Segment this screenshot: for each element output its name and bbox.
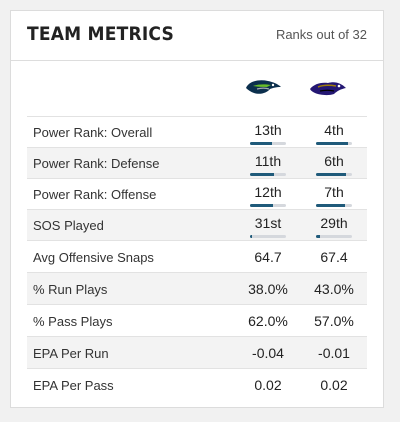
ravens-logo-icon xyxy=(310,82,346,96)
table-row: % Pass Plays 62.0% 57.0% xyxy=(27,304,367,336)
team-logos xyxy=(11,75,383,115)
rank-bar-fill xyxy=(250,173,275,176)
team2-value: -0.01 xyxy=(318,345,350,361)
team2-value: 0.02 xyxy=(320,377,348,393)
team1-value: -0.04 xyxy=(252,345,284,361)
rank-bar xyxy=(316,173,352,176)
rank-bar xyxy=(250,204,286,207)
rank-bar-fill xyxy=(316,235,321,238)
table-row: Power Rank: Offense 12th 7th xyxy=(27,178,367,209)
metric-label: EPA Per Run xyxy=(33,346,109,361)
team1-value: 12th xyxy=(254,184,282,200)
rank-bar-fill xyxy=(316,142,349,145)
table-row: EPA Per Run -0.04 -0.01 xyxy=(27,336,367,368)
metric-label: Power Rank: Offense xyxy=(33,187,157,202)
rank-bar xyxy=(316,204,352,207)
card-title: TEAM METRICS xyxy=(27,23,175,45)
metric-label: % Run Plays xyxy=(33,282,108,297)
team1-value: 38.0% xyxy=(248,281,288,297)
rank-bar-fill xyxy=(316,173,347,176)
metric-label: EPA Per Pass xyxy=(33,378,114,393)
metric-label: Power Rank: Defense xyxy=(33,156,160,171)
team1-value: 31st xyxy=(254,215,282,231)
seahawks-logo-icon xyxy=(246,80,281,94)
rank-bar xyxy=(316,142,352,145)
team2-value: 4th xyxy=(324,122,344,138)
card-header: TEAM METRICS Ranks out of 32 xyxy=(11,11,383,61)
rank-bar xyxy=(316,235,352,238)
team2-value: 67.4 xyxy=(320,249,348,265)
rank-bar-fill xyxy=(250,235,253,238)
team1-value: 64.7 xyxy=(254,249,282,265)
ranks-note: Ranks out of 32 xyxy=(275,27,367,42)
metric-label: Avg Offensive Snaps xyxy=(33,250,154,265)
team-metrics-card: TEAM METRICS Ranks out of 32 Power Rank:… xyxy=(10,10,384,408)
team2-value: 7th xyxy=(324,184,344,200)
rank-bar xyxy=(250,235,286,238)
metric-label: SOS Played xyxy=(33,218,104,233)
metrics-table: Power Rank: Overall 13th 4th Power Rank:… xyxy=(27,116,367,400)
rank-bar xyxy=(250,173,286,176)
team1-value: 11th xyxy=(254,153,282,169)
rank-bar-fill xyxy=(316,204,346,207)
table-row: Power Rank: Defense 11th 6th xyxy=(27,147,367,178)
metric-label: % Pass Plays xyxy=(33,314,113,329)
table-row: EPA Per Pass 0.02 0.02 xyxy=(27,368,367,400)
table-row: SOS Played 31st 29th xyxy=(27,209,367,240)
rank-bar-fill xyxy=(250,142,273,145)
team2-value: 29th xyxy=(320,215,348,231)
team1-value: 62.0% xyxy=(248,313,288,329)
rank-bar xyxy=(250,142,286,145)
table-row: Avg Offensive Snaps 64.7 67.4 xyxy=(27,240,367,272)
rank-bar-fill xyxy=(250,204,274,207)
metric-label: Power Rank: Overall xyxy=(33,125,153,140)
team2-value: 6th xyxy=(324,153,344,169)
team2-value: 43.0% xyxy=(314,281,354,297)
team1-value: 13th xyxy=(254,122,282,138)
table-row: % Run Plays 38.0% 43.0% xyxy=(27,272,367,304)
table-row: Power Rank: Overall 13th 4th xyxy=(27,116,367,147)
team2-value: 57.0% xyxy=(314,313,354,329)
team1-value: 0.02 xyxy=(254,377,282,393)
